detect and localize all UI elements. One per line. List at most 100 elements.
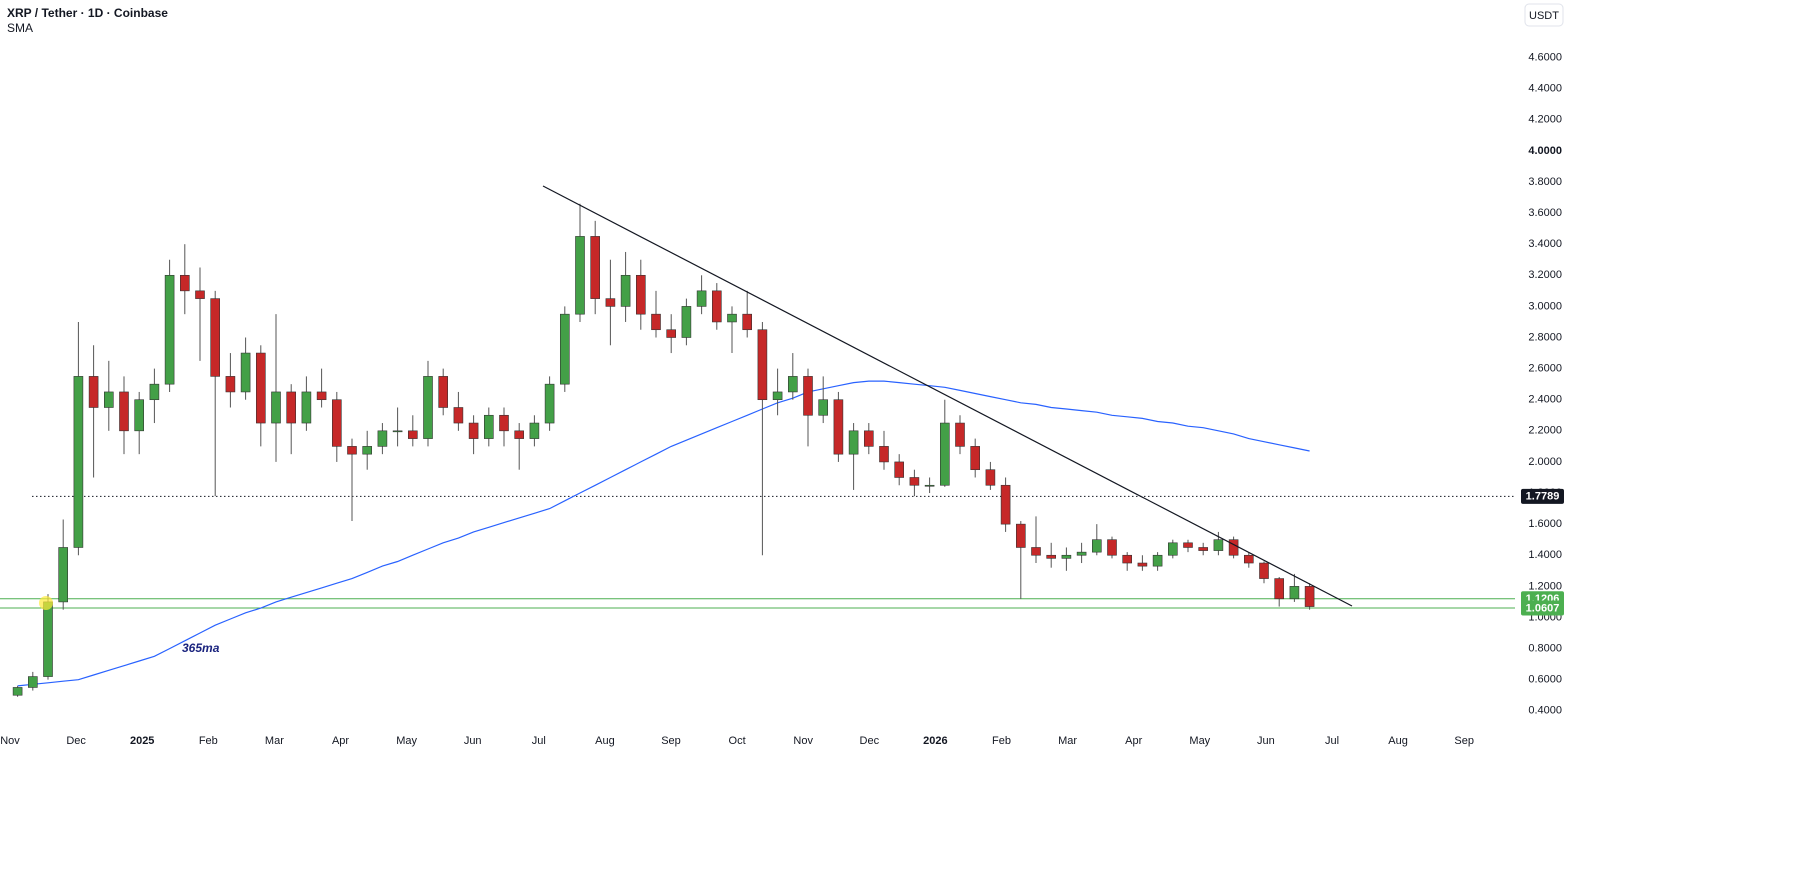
y-tick-label: 0.8000 <box>1528 642 1562 654</box>
candle-body <box>301 391 312 424</box>
candle-body <box>1274 578 1284 600</box>
candle-body <box>696 290 707 307</box>
candle-body <box>286 391 297 424</box>
candle-body <box>453 407 464 424</box>
x-tick-label: Sep <box>661 735 681 747</box>
candle-body <box>316 391 327 401</box>
currency-label: USDT <box>1529 10 1559 22</box>
candle-body <box>666 329 677 338</box>
x-tick-label: Jun <box>464 735 482 747</box>
candle-body <box>1152 554 1163 567</box>
sma-line <box>17 380 1310 687</box>
candle-body <box>119 391 129 432</box>
x-tick-label: Apr <box>1125 735 1142 747</box>
y-tick-label: 3.4000 <box>1528 238 1562 250</box>
candle-body <box>347 446 357 455</box>
currency-button[interactable] <box>1524 3 1564 27</box>
y-tick-label: 2.6000 <box>1528 363 1562 375</box>
y-tick-label: 3.6000 <box>1528 207 1562 219</box>
candle-body <box>149 383 160 401</box>
x-tick-label: Dec <box>66 735 86 747</box>
candle-body <box>483 414 494 439</box>
y-tick-label: 2.4000 <box>1528 394 1562 406</box>
annotation: 365ma <box>182 641 220 655</box>
candle-body <box>985 469 996 486</box>
candle-body <box>681 306 692 338</box>
candle-body <box>970 446 981 471</box>
candle-body <box>939 422 950 486</box>
y-tick-label: 4.4000 <box>1528 83 1562 95</box>
candle-body <box>1137 562 1148 567</box>
candle-body <box>164 274 175 385</box>
x-tick-label: Aug <box>1388 735 1408 747</box>
trendline <box>542 185 1353 607</box>
candle-body <box>1304 586 1315 607</box>
x-tick-label: Sep <box>1454 735 1474 747</box>
candle-body <box>863 430 874 447</box>
candle-body <box>88 376 99 408</box>
x-tick-label: Oct <box>729 735 746 747</box>
candle-body <box>1000 484 1011 525</box>
y-tick-label: 1.4000 <box>1528 549 1562 561</box>
candle-body <box>27 676 38 688</box>
y-tick-label: 3.8000 <box>1528 176 1562 188</box>
candle-body <box>255 352 266 424</box>
candle-body <box>651 313 661 331</box>
y-tick-label: 0.4000 <box>1528 705 1562 717</box>
highlight-marker <box>39 596 53 610</box>
candle-body <box>742 313 753 331</box>
candle-body <box>73 376 84 548</box>
candle-body <box>635 274 646 315</box>
candle-body <box>423 376 433 439</box>
level-price-label: 1.0607 <box>1526 602 1560 614</box>
candle-body <box>818 399 829 416</box>
x-tick-label: May <box>396 735 417 747</box>
x-tick-label: Aug <box>595 735 615 747</box>
candle-body <box>104 391 114 408</box>
level-price-label: 1.7789 <box>1526 491 1560 503</box>
candle-body <box>1092 539 1102 553</box>
candle-body <box>575 236 585 315</box>
candle-body <box>620 274 631 307</box>
candle-body <box>1046 554 1056 559</box>
candle-body <box>544 383 555 424</box>
x-tick-label: Feb <box>992 735 1011 747</box>
y-tick-label: 2.2000 <box>1528 425 1562 437</box>
x-tick-label: Jul <box>532 735 546 747</box>
candle-body <box>392 430 403 433</box>
candle-body <box>514 430 525 439</box>
candle-body <box>468 422 479 439</box>
candle-body <box>757 329 768 401</box>
y-tick-label: 4.0000 <box>1528 145 1562 157</box>
candle-body <box>955 422 965 447</box>
candle-body <box>377 430 388 447</box>
candle-body <box>407 430 418 439</box>
candle-body <box>438 376 449 408</box>
x-tick-label: Nov <box>0 735 20 747</box>
y-tick-label: 4.6000 <box>1528 51 1562 63</box>
y-tick-label: 2.0000 <box>1528 456 1562 468</box>
x-tick-label: Dec <box>860 735 880 747</box>
x-tick-label: 2026 <box>923 735 947 747</box>
candle-body <box>1015 523 1026 548</box>
candle-body <box>803 376 813 416</box>
candle-body <box>529 422 540 439</box>
candle-body <box>225 376 236 393</box>
candle-body <box>1289 586 1300 600</box>
candle-body <box>331 399 342 447</box>
x-tick-label: Feb <box>199 735 218 747</box>
x-tick-label: Jul <box>1325 735 1339 747</box>
candle-body <box>772 391 783 401</box>
candles <box>12 203 1315 697</box>
x-tick-label: Mar <box>1058 735 1077 747</box>
x-axis: Nov Dec 2025 Feb Mar Apr May Jun Jul Aug Sep Oct Nov… <box>0 735 1474 747</box>
candle-body <box>1031 547 1041 556</box>
candle-body <box>180 274 190 292</box>
candle-body <box>787 376 798 393</box>
y-tick-label: 2.8000 <box>1528 331 1562 343</box>
candle-body <box>879 446 889 463</box>
y-tick-label: 1.6000 <box>1528 518 1562 530</box>
y-tick-label: 0.6000 <box>1528 674 1562 686</box>
